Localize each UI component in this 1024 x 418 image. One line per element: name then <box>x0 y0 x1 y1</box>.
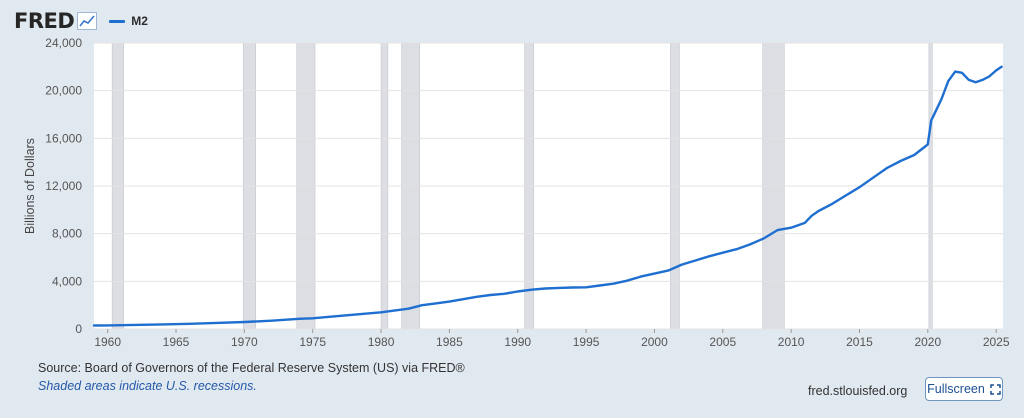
source-text: Source: Board of Governors of the Federa… <box>38 361 465 375</box>
fullscreen-button[interactable]: Fullscreen <box>925 377 1003 401</box>
x-tick-label: 1985 <box>436 335 463 349</box>
x-tick-label: 1990 <box>504 335 531 349</box>
legend: M2 <box>109 14 148 28</box>
x-tick-label: 1975 <box>299 335 326 349</box>
x-tick-label: 1965 <box>163 335 190 349</box>
fullscreen-label: Fullscreen <box>927 382 985 396</box>
y-tick-label: 24,000 <box>45 36 82 50</box>
x-tick-label: 2025 <box>983 335 1010 349</box>
x-tick-label: 1970 <box>231 335 258 349</box>
x-tick-label: 2020 <box>914 335 941 349</box>
y-axis-label: Billions of Dollars <box>23 138 37 234</box>
x-tick-label: 2010 <box>778 335 805 349</box>
y-axis-ticks: 0 4,000 8,000 12,000 16,000 20,000 24,000 <box>45 36 82 336</box>
y-tick-label: 4,000 <box>52 274 82 288</box>
x-tick-label: 2015 <box>846 335 873 349</box>
x-axis-ticks: 1960 1965 1970 1975 1980 1985 1990 1995 2000 2005… <box>94 329 1010 349</box>
x-tick-label: 2000 <box>641 335 668 349</box>
y-tick-label: 0 <box>75 322 82 336</box>
series-layer <box>92 65 1003 327</box>
y-tick-label: 16,000 <box>45 131 82 145</box>
fullscreen-icon <box>990 383 1001 395</box>
recession-note: Shaded areas indicate U.S. recessions. <box>38 379 257 393</box>
x-tick-label: 1995 <box>573 335 600 349</box>
gridlines <box>94 42 1003 330</box>
y-tick-label: 12,000 <box>45 179 82 193</box>
legend-label-m2: M2 <box>131 14 148 28</box>
chart-trend-icon <box>77 12 98 30</box>
fred-logo[interactable]: FRED <box>14 9 75 33</box>
y-tick-label: 20,000 <box>45 84 82 98</box>
x-tick-label: 1960 <box>94 335 121 349</box>
site-link[interactable]: fred.stlouisfed.org <box>808 384 908 398</box>
x-tick-label: 2005 <box>709 335 736 349</box>
line-chart[interactable]: 0 4,000 8,000 12,000 16,000 20,000 24,000 1960… <box>0 0 1024 360</box>
series-line-m2[interactable] <box>92 65 1003 327</box>
chart-footer: Source: Board of Governors of the Federa… <box>38 361 465 393</box>
chart-header: FRED M2 <box>14 8 148 34</box>
x-tick-label: 1980 <box>368 335 395 349</box>
y-tick-label: 8,000 <box>52 227 82 241</box>
legend-line-m2 <box>109 19 126 23</box>
